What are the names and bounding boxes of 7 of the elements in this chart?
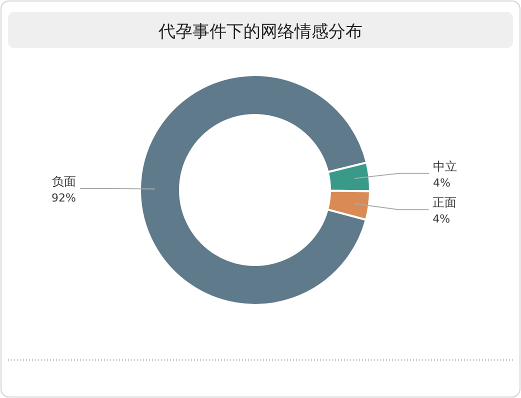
data-label: 4% [432, 212, 450, 226]
data-label: 4% [433, 176, 450, 190]
chart-title: 代孕事件下的网络情感分布 [158, 22, 362, 42]
slice-label: 中立 [433, 159, 458, 174]
slice-label: 正面 [432, 196, 457, 210]
data-label: 92% [52, 191, 76, 204]
slice-label: 负面 [52, 174, 76, 188]
